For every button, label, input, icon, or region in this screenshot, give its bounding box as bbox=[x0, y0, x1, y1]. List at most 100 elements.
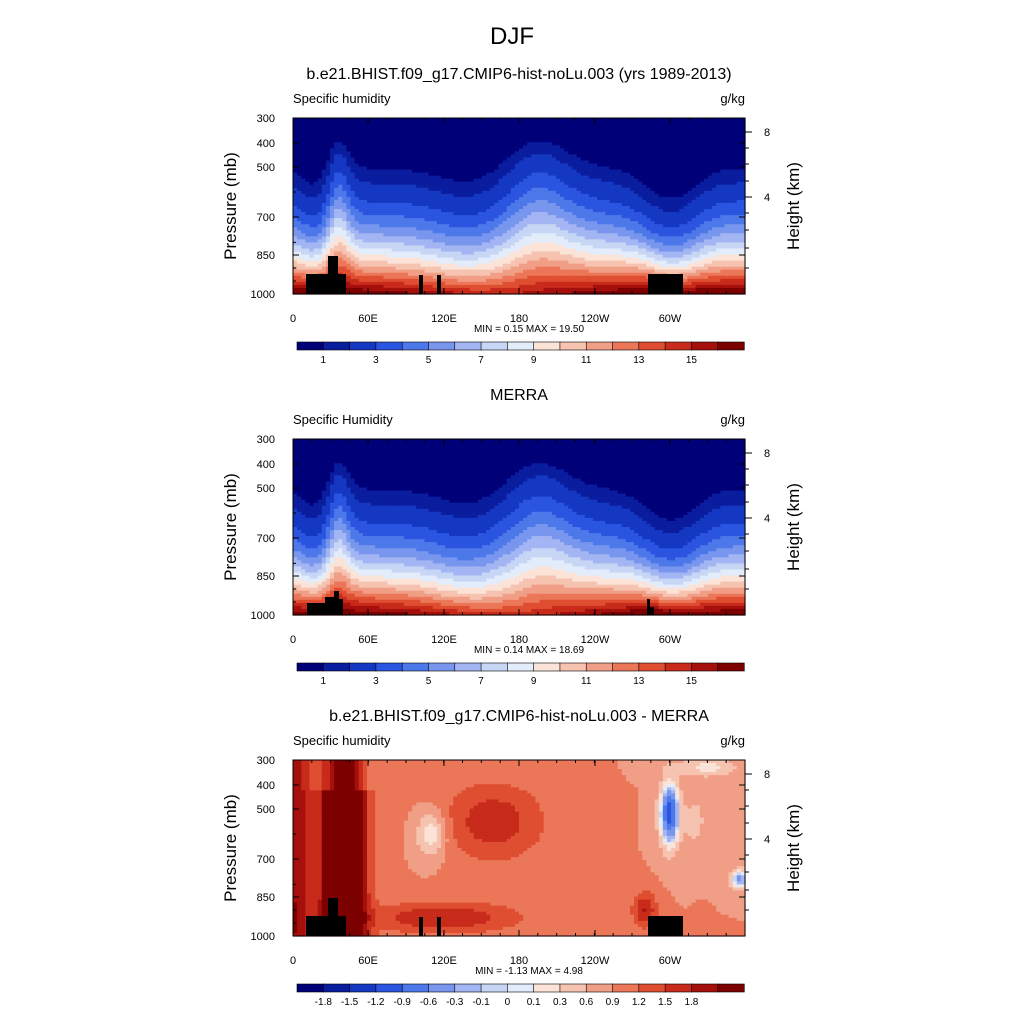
field-cell bbox=[498, 136, 504, 140]
field-cell bbox=[482, 151, 487, 156]
field-cell bbox=[358, 233, 364, 237]
field-cell bbox=[416, 212, 421, 216]
field-cell bbox=[297, 151, 302, 156]
field-cell bbox=[687, 230, 693, 234]
field-cell bbox=[724, 202, 730, 207]
field-cell bbox=[592, 178, 598, 183]
field-cell bbox=[494, 133, 500, 137]
field-cell bbox=[720, 209, 726, 213]
field-cell bbox=[445, 230, 450, 234]
field-cell bbox=[482, 154, 487, 159]
field-cell bbox=[671, 206, 676, 210]
field-cell bbox=[572, 233, 578, 237]
field-cell bbox=[629, 212, 635, 216]
field-cell bbox=[576, 187, 582, 192]
field-cell bbox=[432, 148, 438, 152]
field-cell bbox=[576, 206, 582, 210]
field-cell bbox=[412, 221, 417, 225]
field-cell bbox=[675, 230, 680, 234]
field-cell bbox=[629, 184, 635, 189]
field-cell bbox=[440, 209, 446, 213]
field-cell bbox=[477, 151, 483, 156]
field-cell bbox=[486, 230, 491, 234]
field-cell bbox=[473, 142, 479, 146]
field-cell bbox=[699, 157, 705, 162]
field-cell bbox=[391, 221, 397, 225]
field-cell bbox=[428, 221, 434, 225]
field-cell bbox=[391, 196, 397, 201]
field-cell bbox=[539, 202, 545, 207]
field-cell bbox=[371, 224, 376, 228]
field-cell bbox=[297, 236, 302, 240]
field-cell bbox=[736, 145, 742, 149]
field-cell bbox=[449, 130, 454, 134]
field-cell bbox=[494, 190, 500, 195]
field-cell bbox=[580, 136, 586, 140]
field-cell bbox=[453, 130, 458, 134]
field-cell bbox=[535, 224, 541, 228]
field-cell bbox=[564, 190, 569, 195]
field-cell bbox=[305, 124, 311, 128]
field-cell bbox=[572, 127, 578, 131]
field-cell bbox=[391, 227, 397, 231]
field-cell bbox=[728, 133, 734, 137]
field-cell bbox=[523, 124, 528, 128]
field-cell bbox=[580, 209, 586, 213]
field-cell bbox=[535, 196, 541, 201]
field-cell bbox=[469, 215, 475, 219]
field-cell bbox=[383, 196, 389, 201]
field-cell bbox=[366, 236, 372, 240]
field-cell bbox=[564, 127, 569, 131]
field-cell bbox=[350, 142, 356, 146]
field-cell bbox=[305, 218, 311, 222]
field-cell bbox=[613, 148, 619, 152]
field-cell bbox=[584, 193, 590, 198]
field-cell bbox=[720, 124, 726, 128]
field-cell bbox=[301, 209, 306, 213]
field-cell bbox=[329, 212, 335, 216]
field-cell bbox=[519, 121, 524, 125]
field-cell bbox=[617, 209, 623, 213]
field-cell bbox=[502, 221, 508, 225]
field-cell bbox=[334, 215, 339, 219]
field-cell bbox=[592, 187, 598, 192]
field-cell bbox=[695, 233, 701, 237]
field-cell bbox=[683, 187, 689, 192]
field-cell bbox=[305, 142, 311, 146]
field-cell bbox=[740, 127, 746, 131]
field-cell bbox=[309, 169, 315, 174]
field-cell bbox=[625, 206, 631, 210]
field-cell bbox=[399, 154, 405, 159]
field-cell bbox=[408, 169, 413, 174]
field-cell bbox=[712, 118, 717, 122]
field-cell bbox=[708, 169, 713, 174]
field-cell bbox=[543, 227, 549, 231]
field-cell bbox=[469, 154, 475, 159]
field-cell bbox=[399, 175, 405, 180]
field-cell bbox=[391, 121, 397, 125]
field-cell bbox=[654, 124, 660, 128]
field-cell bbox=[654, 199, 660, 204]
field-cell bbox=[399, 212, 405, 216]
field-cell bbox=[675, 202, 680, 207]
field-cell bbox=[716, 184, 721, 189]
field-cell bbox=[403, 121, 409, 125]
field-cell bbox=[584, 190, 590, 195]
field-cell bbox=[736, 178, 742, 183]
field-cell bbox=[658, 130, 664, 134]
field-cell bbox=[449, 154, 454, 159]
field-cell bbox=[638, 124, 643, 128]
field-cell bbox=[391, 224, 397, 228]
field-cell bbox=[416, 148, 421, 152]
field-cell bbox=[519, 209, 524, 213]
field-cell bbox=[523, 142, 528, 146]
field-cell bbox=[658, 227, 664, 231]
field-cell bbox=[432, 136, 438, 140]
field-cell bbox=[297, 175, 302, 180]
field-cell bbox=[408, 151, 413, 156]
field-cell bbox=[683, 121, 689, 125]
field-cell bbox=[297, 154, 302, 159]
field-cell bbox=[708, 181, 713, 186]
field-cell bbox=[629, 157, 635, 162]
field-cell bbox=[724, 221, 730, 225]
